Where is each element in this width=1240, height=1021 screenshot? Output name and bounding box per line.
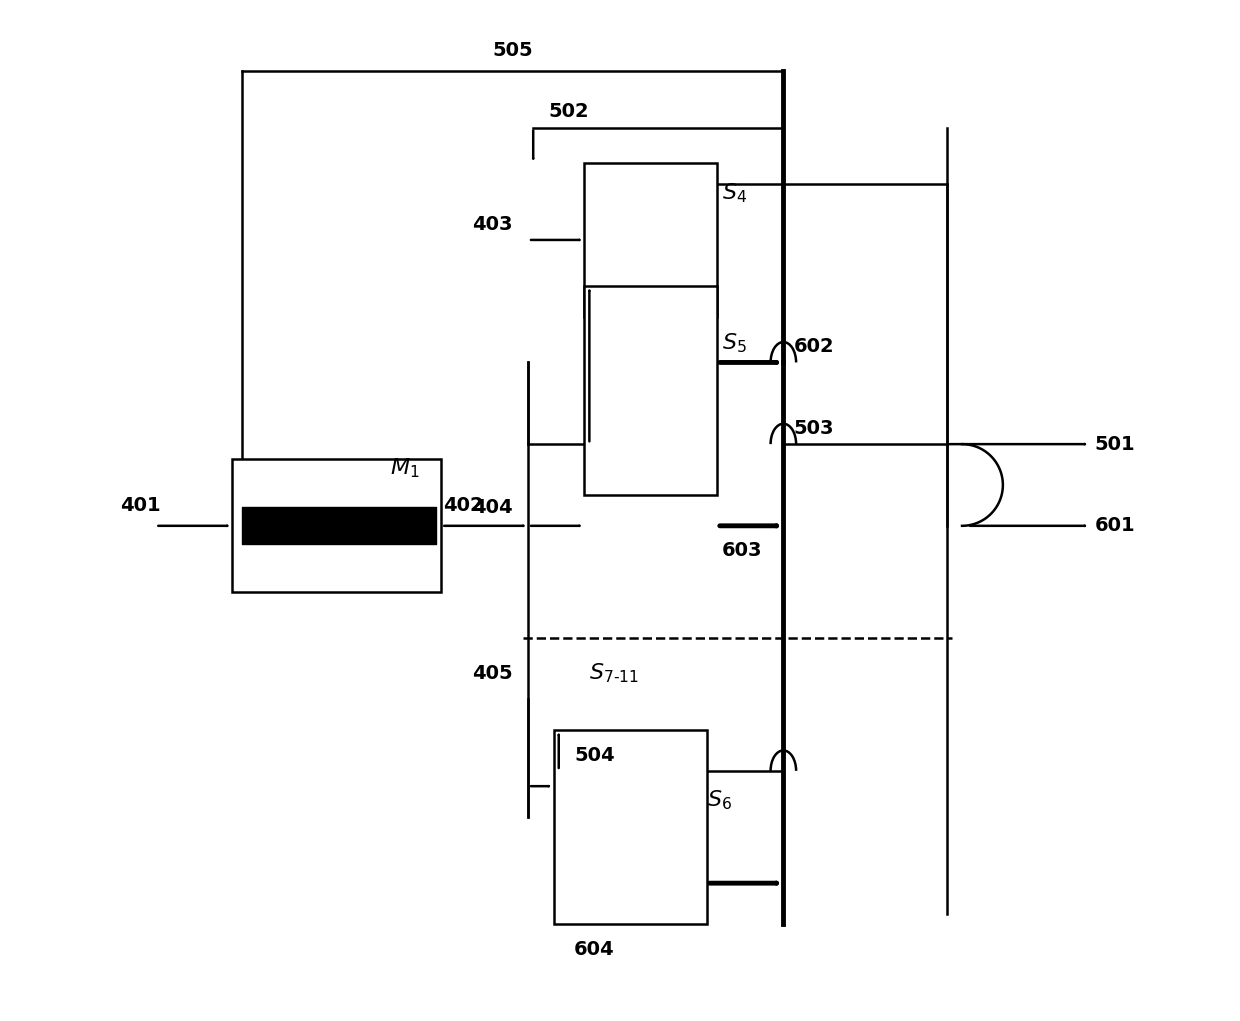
- Bar: [584, 286, 717, 495]
- Text: 504: 504: [574, 745, 615, 765]
- Text: $S_6$: $S_6$: [707, 788, 732, 812]
- Text: 603: 603: [722, 541, 763, 561]
- Text: 502: 502: [548, 102, 589, 121]
- Text: $S_5$: $S_5$: [722, 332, 746, 355]
- Text: 403: 403: [472, 214, 513, 234]
- Text: 402: 402: [444, 495, 484, 515]
- Text: 503: 503: [794, 419, 835, 438]
- Text: 602: 602: [794, 337, 835, 356]
- Bar: [584, 163, 717, 317]
- Text: $S_4$: $S_4$: [722, 181, 748, 204]
- Text: $M_1$: $M_1$: [391, 456, 420, 480]
- Text: 604: 604: [574, 939, 615, 959]
- Text: $S_{7\text{-}11}$: $S_{7\text{-}11}$: [589, 661, 640, 684]
- Text: 404: 404: [472, 497, 513, 517]
- Text: 401: 401: [120, 495, 160, 515]
- Bar: [232, 459, 441, 592]
- Text: 501: 501: [1095, 435, 1136, 453]
- Text: 405: 405: [472, 664, 513, 683]
- Bar: [553, 730, 707, 924]
- Text: 505: 505: [492, 41, 533, 60]
- Text: 601: 601: [1095, 517, 1136, 535]
